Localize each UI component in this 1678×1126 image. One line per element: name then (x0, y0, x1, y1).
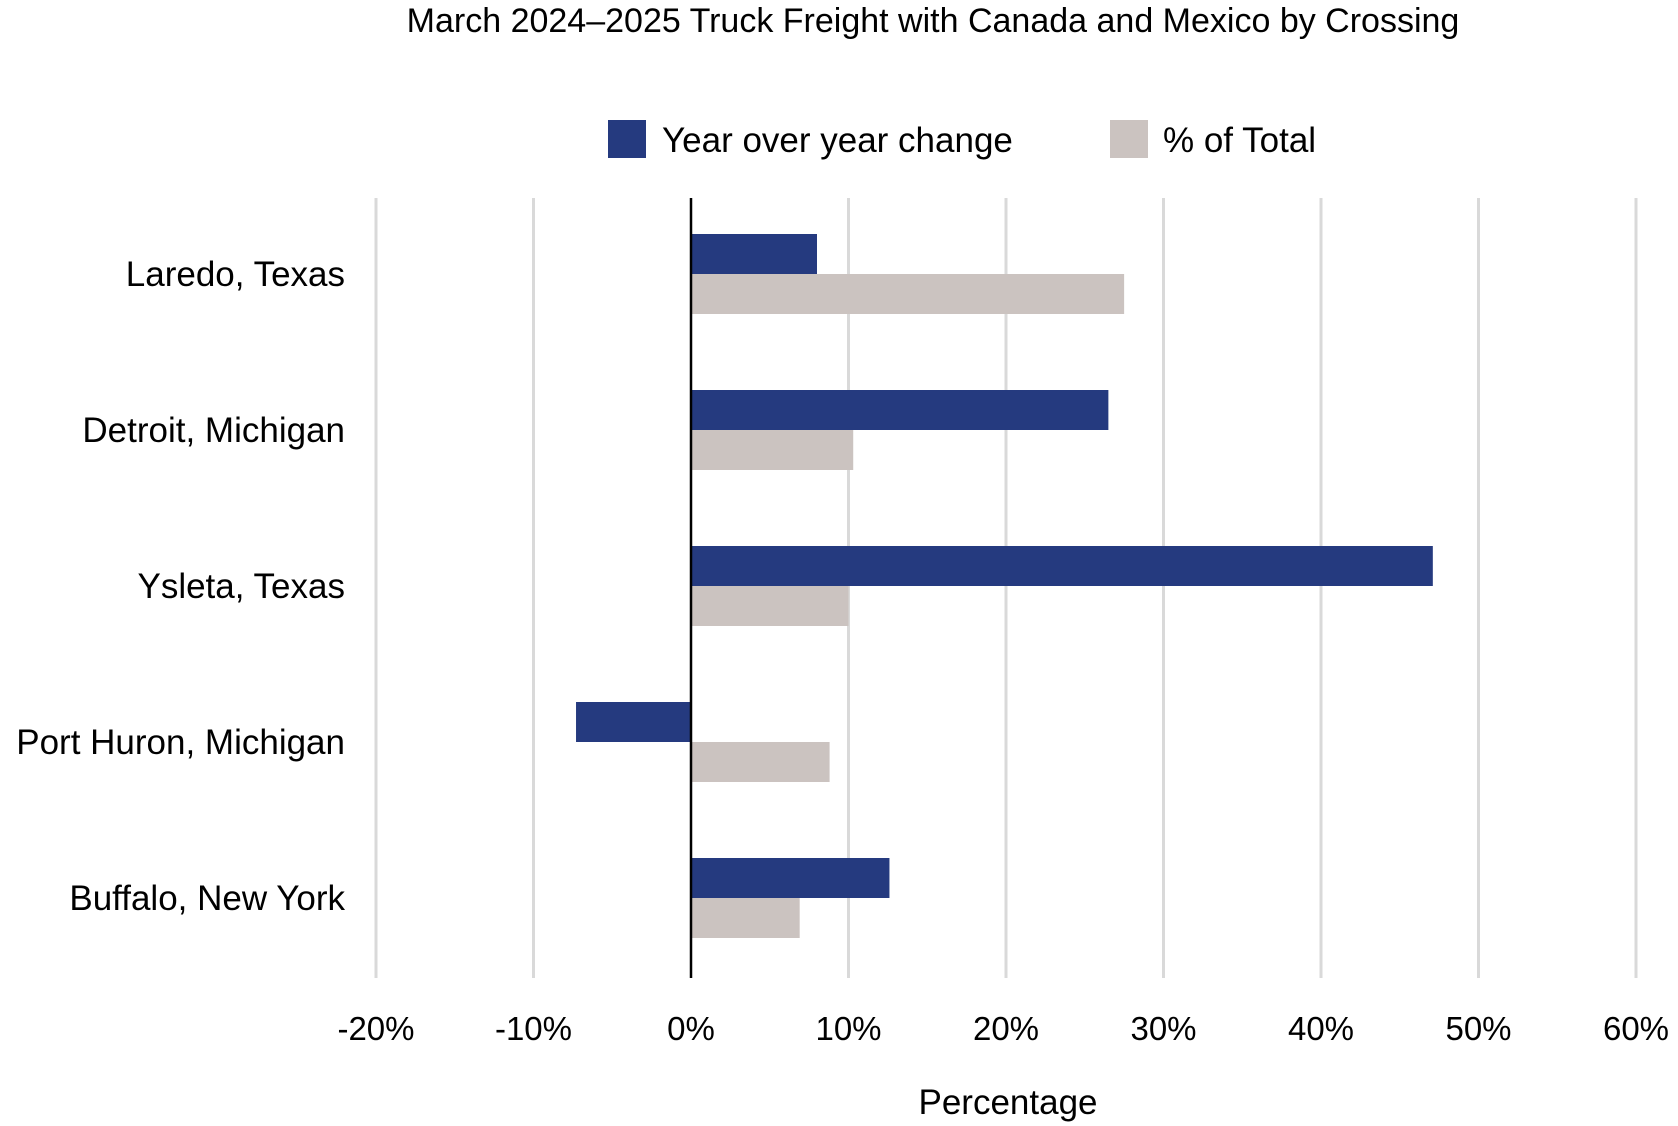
bar-share-of-total (691, 430, 854, 470)
category-label: Ysleta, Texas (137, 567, 345, 606)
bar-yoy-change (691, 858, 890, 898)
bar-yoy-change (691, 234, 817, 274)
bar-yoy-change (691, 546, 1433, 586)
x-axis-title: Percentage (918, 1083, 1097, 1122)
x-tick-label: -20% (337, 1010, 414, 1047)
x-tick-labels: -20% -10% 0% 10% 20% 30% 40% 50% 60% (337, 1010, 1669, 1047)
x-tick-label: -10% (495, 1010, 572, 1047)
bar-share-of-total (691, 742, 830, 782)
legend-label-yoy: Year over year change (662, 121, 1013, 160)
category-labels: Laredo, Texas Detroit, Michigan Ysleta, Te… (16, 255, 345, 918)
category-label: Buffalo, New York (69, 879, 345, 918)
legend-swatch-share (1110, 120, 1148, 158)
legend-swatch-yoy (608, 120, 646, 158)
bar-share-of-total (691, 274, 1125, 314)
x-tick-label: 50% (1445, 1010, 1511, 1047)
x-tick-label: 30% (1130, 1010, 1196, 1047)
bars (576, 234, 1433, 938)
category-label: Detroit, Michigan (82, 411, 345, 450)
x-tick-label: 20% (973, 1010, 1039, 1047)
category-label: Port Huron, Michigan (16, 723, 345, 762)
bar-yoy-change (691, 390, 1109, 430)
bar-share-of-total (691, 898, 800, 938)
x-tick-label: 10% (815, 1010, 881, 1047)
gridlines (374, 198, 1638, 978)
bar-yoy-change (576, 702, 691, 742)
bar-share-of-total (691, 586, 849, 626)
legend: Year over year change % of Total (608, 120, 1316, 160)
x-tick-label: 40% (1288, 1010, 1354, 1047)
x-tick-label: 0% (667, 1010, 715, 1047)
chart-title: March 2024–2025 Truck Freight with Canad… (407, 2, 1460, 40)
legend-label-share: % of Total (1163, 121, 1316, 160)
category-label: Laredo, Texas (126, 255, 345, 294)
x-tick-label: 60% (1603, 1010, 1669, 1047)
